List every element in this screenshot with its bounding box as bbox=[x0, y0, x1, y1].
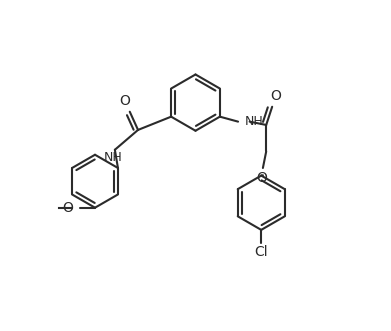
Text: O: O bbox=[63, 201, 74, 215]
Text: NH: NH bbox=[104, 152, 123, 165]
Text: O: O bbox=[270, 89, 281, 104]
Text: NH: NH bbox=[245, 115, 264, 128]
Text: O: O bbox=[256, 171, 267, 185]
Text: Cl: Cl bbox=[255, 245, 268, 259]
Text: O: O bbox=[119, 94, 130, 109]
